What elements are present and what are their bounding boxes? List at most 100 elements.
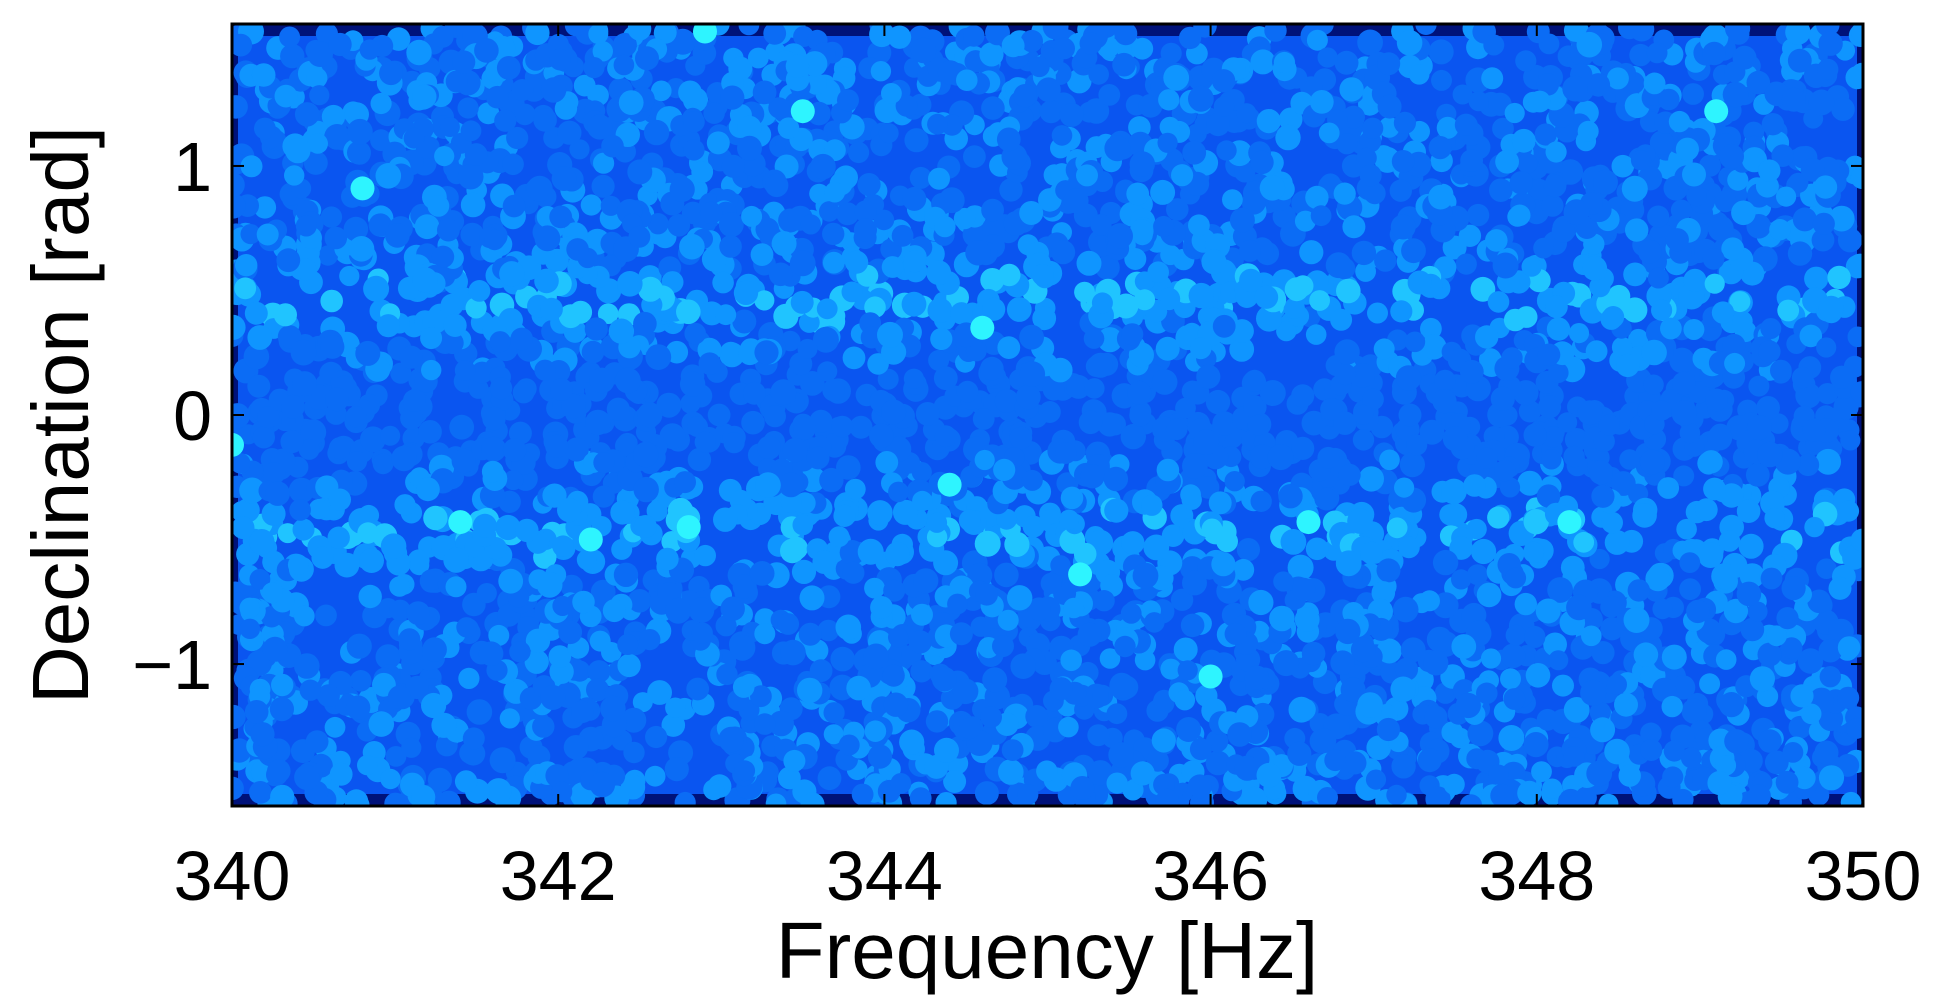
data-point	[883, 579, 906, 602]
data-point	[1334, 339, 1360, 365]
data-point	[687, 447, 712, 472]
data-point	[720, 85, 745, 110]
data-point	[627, 159, 653, 185]
data-point	[1543, 632, 1567, 657]
data-point	[1330, 650, 1355, 675]
data-point	[1686, 599, 1710, 624]
data-point	[1537, 395, 1562, 419]
data-point	[601, 134, 624, 158]
data-point	[1467, 720, 1494, 747]
data-point	[232, 172, 245, 198]
data-point	[1541, 194, 1564, 217]
data-point	[812, 550, 836, 574]
data-point	[416, 477, 440, 502]
data-point	[831, 415, 854, 438]
data-point	[389, 599, 411, 621]
data-point	[1415, 24, 1437, 35]
data-point	[1548, 362, 1569, 384]
data-point	[1586, 760, 1613, 787]
data-point	[1718, 692, 1745, 718]
data-point	[1818, 31, 1843, 56]
data-point	[1640, 722, 1662, 745]
data-point	[569, 139, 590, 160]
data-point	[1576, 31, 1603, 58]
data-point	[1591, 484, 1615, 508]
data-point	[311, 546, 334, 569]
data-point	[1647, 205, 1670, 228]
data-point	[754, 340, 779, 365]
data-point	[1697, 542, 1724, 568]
data-point	[1042, 24, 1069, 40]
data-point	[713, 507, 738, 532]
data-point	[423, 505, 448, 531]
data-point	[881, 83, 902, 104]
data-point	[1311, 728, 1337, 753]
data-point	[1807, 589, 1831, 614]
data-point	[980, 356, 1004, 381]
data-point	[1333, 182, 1356, 205]
data-point	[252, 426, 275, 449]
data-point	[289, 499, 311, 521]
data-point	[1315, 487, 1338, 510]
data-point	[329, 762, 353, 786]
data-point	[1091, 292, 1113, 314]
data-point	[1216, 140, 1237, 161]
data-point	[1837, 636, 1861, 659]
data-point	[1259, 175, 1286, 201]
data-point	[999, 178, 1023, 202]
data-point	[833, 504, 856, 527]
data-point	[421, 359, 442, 381]
data-point	[1672, 371, 1696, 396]
data-point	[400, 406, 423, 430]
data-point	[1121, 531, 1145, 555]
data-point	[1254, 285, 1279, 309]
data-point	[1837, 500, 1860, 522]
data-point	[611, 538, 633, 560]
data-point	[270, 784, 295, 806]
data-point	[431, 25, 454, 48]
data-point	[1175, 397, 1196, 419]
data-point	[851, 783, 874, 806]
data-point	[284, 165, 305, 186]
data-point	[299, 679, 321, 701]
x-tick-label: 342	[500, 837, 617, 915]
data-point	[1078, 410, 1103, 435]
data-point	[998, 759, 1024, 785]
data-point	[526, 175, 553, 202]
x-tick-label: 346	[1152, 837, 1269, 915]
data-point	[589, 771, 616, 798]
data-point	[1153, 215, 1175, 237]
data-point	[391, 445, 417, 472]
data-point	[1812, 212, 1835, 235]
data-point	[1275, 124, 1301, 151]
data-point	[462, 727, 485, 750]
data-point	[1480, 648, 1502, 669]
data-point	[1625, 218, 1649, 242]
data-point	[632, 692, 653, 713]
data-point	[1398, 536, 1420, 559]
data-point	[780, 491, 802, 513]
data-point	[1361, 117, 1384, 139]
data-point	[1386, 784, 1407, 806]
data-point	[1229, 207, 1255, 233]
data-point	[1376, 558, 1401, 583]
data-point	[857, 173, 881, 197]
data-point	[963, 25, 985, 47]
data-point	[1193, 429, 1220, 455]
data-point	[612, 32, 637, 57]
data-point	[1463, 474, 1486, 497]
data-point	[1241, 190, 1266, 215]
data-point	[1760, 318, 1782, 339]
data-point	[1051, 240, 1076, 265]
data-point	[1434, 369, 1456, 392]
data-point	[846, 675, 871, 701]
data-point	[412, 84, 437, 109]
data-point	[1563, 445, 1585, 468]
data-point	[841, 281, 863, 303]
data-point	[1652, 677, 1677, 702]
data-point	[981, 96, 1005, 120]
data-point	[1076, 164, 1098, 187]
data-point	[1593, 169, 1618, 195]
data-point	[1171, 164, 1194, 187]
data-point	[1598, 414, 1620, 436]
